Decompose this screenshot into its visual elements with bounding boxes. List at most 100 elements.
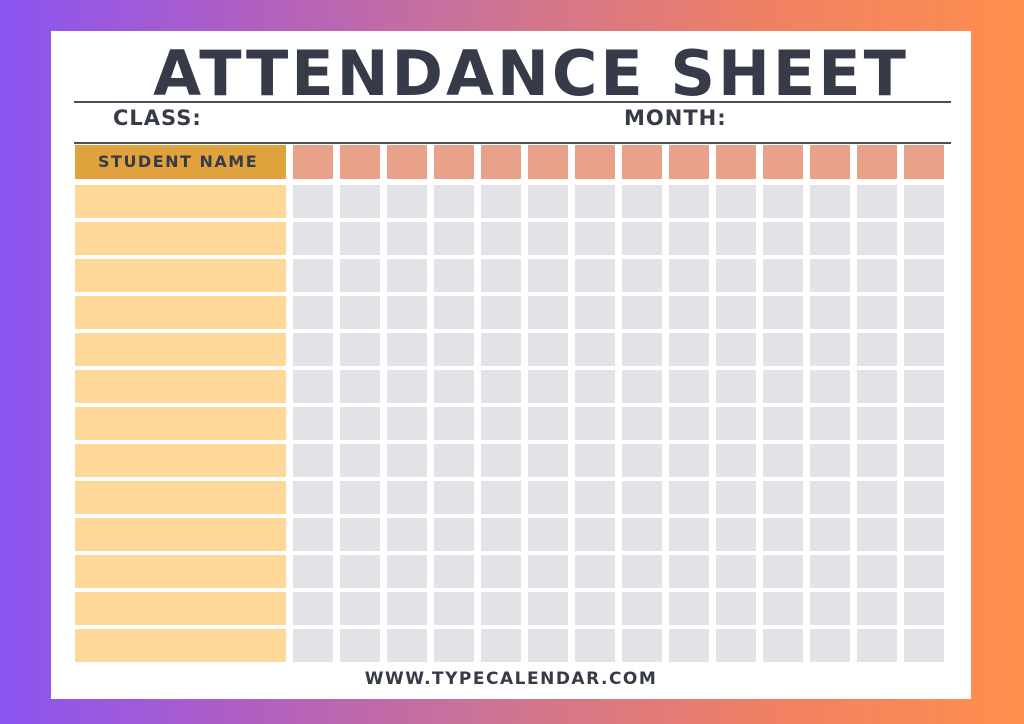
attendance-cell[interactable] [810, 629, 850, 662]
attendance-cell[interactable] [904, 222, 944, 255]
attendance-cell[interactable] [763, 296, 803, 329]
attendance-cell[interactable] [810, 444, 850, 477]
student-name-cell[interactable] [75, 518, 286, 551]
attendance-cell[interactable] [904, 296, 944, 329]
attendance-cell[interactable] [340, 296, 380, 329]
attendance-cell[interactable] [481, 481, 521, 514]
attendance-cell[interactable] [810, 185, 850, 218]
attendance-cell[interactable] [716, 481, 756, 514]
attendance-cell[interactable] [528, 185, 568, 218]
attendance-cell[interactable] [716, 185, 756, 218]
attendance-cell[interactable] [716, 370, 756, 403]
attendance-cell[interactable] [434, 444, 474, 477]
attendance-cell[interactable] [857, 333, 897, 366]
attendance-cell[interactable] [293, 592, 333, 625]
attendance-cell[interactable] [716, 629, 756, 662]
attendance-cell[interactable] [669, 444, 709, 477]
attendance-cell[interactable] [387, 555, 427, 588]
attendance-cell[interactable] [669, 370, 709, 403]
attendance-cell[interactable] [293, 222, 333, 255]
attendance-cell[interactable] [387, 629, 427, 662]
attendance-cell[interactable] [340, 185, 380, 218]
attendance-cell[interactable] [434, 518, 474, 551]
attendance-cell[interactable] [763, 481, 803, 514]
attendance-cell[interactable] [340, 407, 380, 440]
attendance-cell[interactable] [340, 518, 380, 551]
attendance-cell[interactable] [387, 259, 427, 292]
attendance-cell[interactable] [434, 592, 474, 625]
attendance-cell[interactable] [387, 185, 427, 218]
attendance-cell[interactable] [810, 592, 850, 625]
attendance-cell[interactable] [763, 592, 803, 625]
attendance-cell[interactable] [481, 407, 521, 440]
attendance-cell[interactable] [528, 592, 568, 625]
attendance-cell[interactable] [387, 333, 427, 366]
attendance-cell[interactable] [857, 592, 897, 625]
attendance-cell[interactable] [293, 296, 333, 329]
attendance-cell[interactable] [387, 222, 427, 255]
attendance-cell[interactable] [575, 629, 615, 662]
attendance-cell[interactable] [716, 518, 756, 551]
attendance-cell[interactable] [434, 629, 474, 662]
student-name-cell[interactable] [75, 481, 286, 514]
attendance-cell[interactable] [575, 259, 615, 292]
attendance-cell[interactable] [622, 333, 662, 366]
attendance-cell[interactable] [669, 555, 709, 588]
attendance-cell[interactable] [763, 370, 803, 403]
attendance-cell[interactable] [622, 407, 662, 440]
attendance-cell[interactable] [904, 518, 944, 551]
student-name-cell[interactable] [75, 444, 286, 477]
attendance-cell[interactable] [622, 370, 662, 403]
attendance-cell[interactable] [763, 333, 803, 366]
attendance-cell[interactable] [810, 481, 850, 514]
attendance-cell[interactable] [716, 407, 756, 440]
attendance-cell[interactable] [763, 185, 803, 218]
attendance-cell[interactable] [575, 481, 615, 514]
attendance-cell[interactable] [528, 444, 568, 477]
attendance-cell[interactable] [434, 259, 474, 292]
attendance-cell[interactable] [340, 259, 380, 292]
attendance-cell[interactable] [810, 333, 850, 366]
attendance-cell[interactable] [904, 259, 944, 292]
attendance-cell[interactable] [340, 222, 380, 255]
attendance-cell[interactable] [904, 629, 944, 662]
attendance-cell[interactable] [575, 518, 615, 551]
attendance-cell[interactable] [857, 185, 897, 218]
attendance-cell[interactable] [528, 296, 568, 329]
attendance-cell[interactable] [810, 222, 850, 255]
student-name-cell[interactable] [75, 259, 286, 292]
attendance-cell[interactable] [293, 518, 333, 551]
student-name-cell[interactable] [75, 592, 286, 625]
attendance-cell[interactable] [340, 370, 380, 403]
attendance-cell[interactable] [857, 444, 897, 477]
attendance-cell[interactable] [387, 407, 427, 440]
attendance-cell[interactable] [669, 629, 709, 662]
attendance-cell[interactable] [763, 444, 803, 477]
attendance-cell[interactable] [857, 222, 897, 255]
attendance-cell[interactable] [716, 296, 756, 329]
attendance-cell[interactable] [481, 333, 521, 366]
attendance-cell[interactable] [669, 518, 709, 551]
attendance-cell[interactable] [810, 407, 850, 440]
attendance-cell[interactable] [434, 333, 474, 366]
attendance-cell[interactable] [622, 592, 662, 625]
attendance-cell[interactable] [904, 592, 944, 625]
attendance-cell[interactable] [575, 222, 615, 255]
attendance-cell[interactable] [481, 592, 521, 625]
attendance-cell[interactable] [669, 481, 709, 514]
student-name-cell[interactable] [75, 185, 286, 218]
attendance-cell[interactable] [528, 518, 568, 551]
attendance-cell[interactable] [904, 444, 944, 477]
attendance-cell[interactable] [481, 259, 521, 292]
attendance-cell[interactable] [904, 555, 944, 588]
attendance-cell[interactable] [622, 222, 662, 255]
attendance-cell[interactable] [857, 370, 897, 403]
attendance-cell[interactable] [293, 185, 333, 218]
attendance-cell[interactable] [293, 444, 333, 477]
student-name-cell[interactable] [75, 222, 286, 255]
attendance-cell[interactable] [716, 333, 756, 366]
attendance-cell[interactable] [669, 259, 709, 292]
attendance-cell[interactable] [669, 333, 709, 366]
attendance-cell[interactable] [857, 629, 897, 662]
attendance-cell[interactable] [669, 222, 709, 255]
